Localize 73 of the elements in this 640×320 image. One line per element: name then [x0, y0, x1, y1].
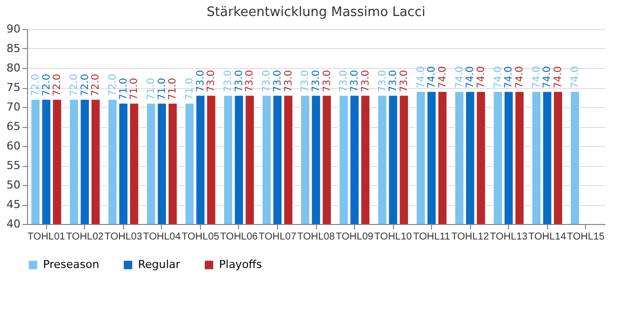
data-label: 72.0	[108, 74, 119, 96]
data-label: 74.0	[542, 66, 554, 88]
y-tick-label: 50	[6, 178, 20, 192]
y-tick-label: 80	[6, 62, 20, 74]
x-tick-label: TOHL10	[374, 232, 412, 242]
y-tick-label: 40	[6, 218, 20, 230]
data-label: 73.0	[244, 70, 256, 92]
data-label: 72.0	[52, 74, 64, 96]
data-label: 74.0	[570, 66, 581, 88]
data-label: 71.0	[146, 78, 158, 100]
data-label: 71.0	[129, 78, 140, 100]
data-label: 73.0	[300, 70, 312, 92]
y-tick-label: 70	[6, 100, 20, 114]
data-label: 73.0	[350, 70, 361, 92]
data-label: 71.0	[156, 78, 168, 100]
chart-title: Stärkeentwicklung Massimo Lacci	[206, 5, 426, 20]
data-label: 74.0	[454, 66, 466, 88]
x-tick-label: TOHL02	[66, 232, 104, 242]
data-label: 72.0	[68, 74, 80, 96]
data-label: 72.0	[80, 74, 91, 96]
data-label: 72.0	[30, 74, 42, 96]
data-label: 73.0	[206, 70, 218, 92]
y-tick-label: 60	[6, 140, 20, 152]
data-label: 72.0	[41, 74, 52, 96]
data-label: 74.0	[504, 66, 515, 88]
data-label: 74.0	[476, 66, 487, 88]
data-label: 73.0	[283, 70, 294, 92]
data-label: 73.0	[360, 70, 372, 92]
data-label: 73.0	[398, 70, 410, 92]
x-tick-label: TOHL09	[336, 232, 374, 242]
data-label: 71.0	[184, 78, 196, 100]
legend-label: Preseason	[43, 258, 100, 271]
data-label: 74.0	[416, 66, 427, 88]
data-label: 74.0	[531, 66, 542, 88]
x-tick-label: TOHL06	[220, 232, 258, 242]
data-label: 73.0	[377, 70, 388, 92]
data-label: 72.0	[90, 74, 102, 96]
x-tick-label: TOHL13	[490, 232, 528, 242]
data-label: 73.0	[272, 70, 284, 92]
data-label: 73.0	[311, 70, 322, 92]
x-tick-label: TOHL04	[143, 232, 182, 242]
data-label: 74.0	[437, 66, 448, 88]
y-tick-label: 45	[6, 198, 20, 211]
data-label: 73.0	[234, 70, 245, 92]
y-tick-label: 85	[6, 42, 20, 55]
x-tick-label: TOHL03	[104, 232, 143, 242]
x-tick-label: TOHL05	[182, 232, 220, 242]
data-label: 74.0	[465, 66, 476, 88]
legend-label: Playoffs	[219, 258, 262, 271]
data-label: 74.0	[553, 66, 564, 88]
data-label: 71.0	[168, 78, 179, 100]
data-label: 73.0	[262, 70, 273, 92]
y-tick-label: 75	[6, 81, 20, 94]
x-tick-label: TOHL01	[27, 232, 66, 242]
data-label: 73.0	[223, 70, 234, 92]
data-label: 73.0	[322, 70, 333, 92]
legend-label: Regular	[138, 258, 181, 271]
y-tick-label: 90	[6, 22, 20, 36]
data-label: 74.0	[492, 66, 504, 88]
x-tick-label: TOHL11	[413, 232, 450, 242]
x-tick-label: TOHL08	[297, 232, 336, 242]
data-label: 71.0	[118, 78, 130, 100]
data-label: 73.0	[338, 70, 350, 92]
y-tick-label: 65	[6, 120, 20, 133]
data-label: 74.0	[514, 66, 526, 88]
data-label: 73.0	[388, 70, 400, 92]
x-tick-label: TOHL15	[566, 232, 605, 242]
data-label: 73.0	[195, 70, 206, 92]
x-tick-label: TOHL07	[258, 232, 297, 242]
data-label: 74.0	[426, 66, 438, 88]
x-tick-label: TOHL12	[451, 232, 490, 242]
x-tick-label: TOHL14	[528, 232, 566, 242]
y-tick-label: 55	[6, 159, 20, 172]
